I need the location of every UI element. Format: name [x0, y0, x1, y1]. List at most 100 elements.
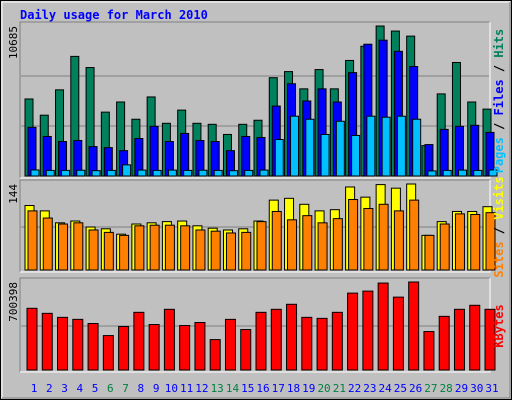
bar — [240, 329, 252, 371]
x-tick-label: 2 — [46, 382, 53, 395]
bar — [438, 315, 450, 371]
bar — [457, 169, 467, 177]
bar — [332, 218, 343, 271]
bar — [256, 221, 267, 271]
x-tick-label: 10 — [165, 382, 178, 395]
bar — [224, 318, 236, 371]
legend-separator: / — [492, 58, 506, 80]
x-tick-label: 15 — [241, 382, 254, 395]
bar — [351, 134, 361, 177]
bar — [423, 331, 435, 371]
bar — [274, 139, 284, 177]
x-tick-label: 30 — [470, 382, 483, 395]
bar — [27, 126, 37, 177]
x-tick-label: 31 — [485, 382, 498, 395]
x-tick-label: 20 — [317, 382, 330, 395]
legend-entry: Files — [492, 79, 506, 115]
bar — [305, 118, 315, 177]
bar — [179, 325, 191, 371]
bar — [316, 317, 328, 371]
bar — [302, 215, 313, 271]
bar — [408, 281, 420, 371]
bar — [366, 115, 376, 177]
bar — [26, 307, 38, 371]
bar — [73, 222, 84, 271]
bar — [393, 210, 404, 271]
bar — [72, 318, 84, 371]
x-tick-label: 6 — [107, 382, 114, 395]
bar — [454, 125, 464, 177]
x-tick-label: 23 — [363, 382, 376, 395]
x-tick-label: 17 — [272, 382, 285, 395]
legend-entry: Visits — [492, 176, 506, 219]
legend-entry: Pages — [492, 137, 506, 173]
panel-bevel — [19, 179, 490, 272]
bar — [209, 339, 221, 371]
bar — [163, 308, 175, 371]
bar — [41, 312, 53, 371]
bar — [149, 125, 159, 177]
bar — [335, 120, 345, 177]
bar — [195, 229, 206, 271]
bar — [469, 304, 481, 371]
bar — [409, 199, 420, 271]
bar — [87, 323, 99, 371]
bar — [30, 169, 40, 177]
legend-separator: / — [492, 115, 506, 137]
x-tick-label: 8 — [138, 382, 145, 395]
bar — [470, 213, 481, 271]
x-tick-label: 12 — [195, 382, 208, 395]
bar — [439, 128, 449, 177]
bar — [241, 231, 252, 271]
bar — [454, 213, 465, 271]
bar — [183, 169, 193, 177]
bar — [42, 217, 53, 271]
bar — [210, 230, 221, 271]
bar — [244, 169, 254, 177]
bar — [118, 326, 130, 371]
panel-bevel — [19, 277, 490, 372]
bar — [133, 311, 145, 371]
chart-title: Daily usage for March 2010 — [20, 8, 208, 22]
bar — [290, 115, 300, 177]
x-tick-label: 13 — [211, 382, 224, 395]
x-tick-label: 3 — [61, 382, 68, 395]
bar — [347, 292, 359, 371]
bar — [286, 303, 298, 371]
bar — [58, 223, 69, 271]
legend-entry: Hits — [492, 29, 506, 58]
bar — [194, 322, 206, 371]
bar — [76, 169, 86, 177]
y-tick-label: 144 — [7, 184, 20, 204]
legend-entry: KBytes — [492, 304, 506, 347]
bar — [167, 169, 177, 177]
bar — [148, 324, 160, 371]
bar — [27, 210, 38, 271]
bar — [381, 116, 391, 177]
bar — [320, 133, 330, 177]
x-tick-label: 5 — [92, 382, 99, 395]
bar — [412, 118, 422, 177]
bar — [488, 169, 498, 177]
bar — [453, 308, 465, 371]
bar — [271, 210, 282, 271]
bar — [164, 224, 175, 271]
bar — [102, 335, 114, 371]
bar — [363, 207, 374, 271]
x-tick-label: 25 — [394, 382, 407, 395]
bar — [396, 115, 406, 177]
legend-separator: / — [492, 220, 506, 242]
y-tick-label: 700398 — [7, 282, 20, 322]
bar — [180, 225, 191, 271]
legend: KBytes — [492, 304, 506, 347]
bar — [57, 316, 69, 371]
x-tick-label: 22 — [348, 382, 361, 395]
bar — [45, 169, 55, 177]
bar — [348, 199, 359, 271]
bar — [427, 170, 437, 177]
bar — [392, 296, 404, 371]
x-tick-label: 27 — [424, 382, 437, 395]
legend: Pages / Files / Hits — [492, 29, 506, 174]
x-tick-label: 18 — [287, 382, 300, 395]
